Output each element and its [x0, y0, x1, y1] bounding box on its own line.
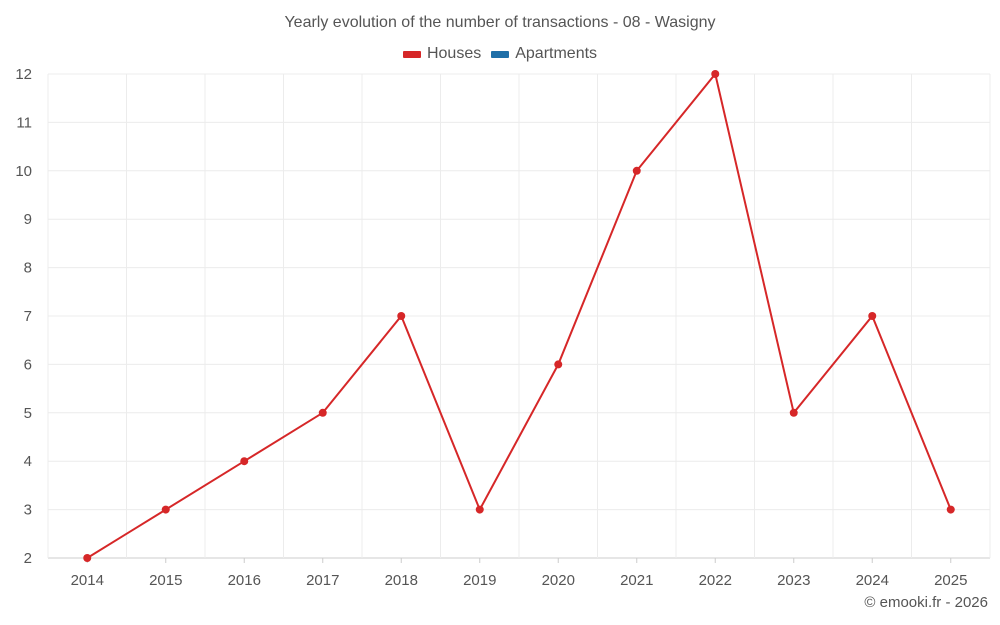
- y-tick-label: 10: [15, 163, 32, 180]
- legend-item-houses[interactable]: Houses: [402, 45, 482, 63]
- y-tick-label: 6: [24, 356, 32, 373]
- data-point: [554, 360, 563, 369]
- x-tick-label: 2017: [306, 572, 339, 589]
- data-point: [789, 408, 798, 417]
- data-point: [240, 457, 249, 466]
- x-tick-label: 2014: [71, 572, 104, 589]
- x-tick-label: 2021: [620, 572, 653, 589]
- x-tick-label: 2023: [777, 572, 810, 589]
- y-tick-label: 9: [24, 211, 32, 228]
- x-tick-label: 2016: [228, 572, 261, 589]
- data-point: [475, 505, 484, 514]
- legend-item-apartments[interactable]: Apartments: [491, 45, 597, 63]
- y-tick-label: 2: [24, 550, 32, 567]
- y-tick-label: 5: [24, 405, 32, 422]
- legend-swatch-houses: [402, 50, 421, 58]
- y-tick-label: 12: [15, 66, 32, 83]
- chart-title: Yearly evolution of the number of transa…: [284, 14, 716, 31]
- y-tick-label: 7: [24, 308, 32, 325]
- data-point: [946, 505, 955, 514]
- data-point: [711, 70, 720, 78]
- data-point: [397, 312, 406, 320]
- x-tick-label: 2024: [856, 572, 889, 589]
- data-point: [632, 166, 641, 175]
- x-tick-label: 2019: [463, 572, 496, 589]
- x-tick-label: 2015: [149, 572, 182, 589]
- y-tick-label: 11: [16, 114, 32, 131]
- y-tick-label: 3: [24, 502, 32, 519]
- y-tick-label: 4: [24, 453, 32, 470]
- data-point: [83, 554, 92, 562]
- credit-text: © emooki.fr - 2026: [864, 594, 988, 611]
- legend-label-apartments: Apartments: [515, 45, 598, 62]
- x-tick-label: 2020: [542, 572, 575, 589]
- x-tick-label: 2022: [699, 572, 732, 589]
- y-tick-label: 8: [24, 260, 32, 277]
- legend-label-houses: Houses: [426, 45, 482, 62]
- x-tick-label: 2025: [934, 572, 967, 589]
- data-point: [868, 312, 877, 320]
- series-line-0: [86, 71, 952, 559]
- data-point: [161, 505, 170, 514]
- legend: Houses Apartments: [0, 45, 1000, 63]
- data-point: [318, 408, 327, 417]
- legend-swatch-apartments: [491, 50, 510, 58]
- x-tick-label: 2018: [385, 572, 418, 589]
